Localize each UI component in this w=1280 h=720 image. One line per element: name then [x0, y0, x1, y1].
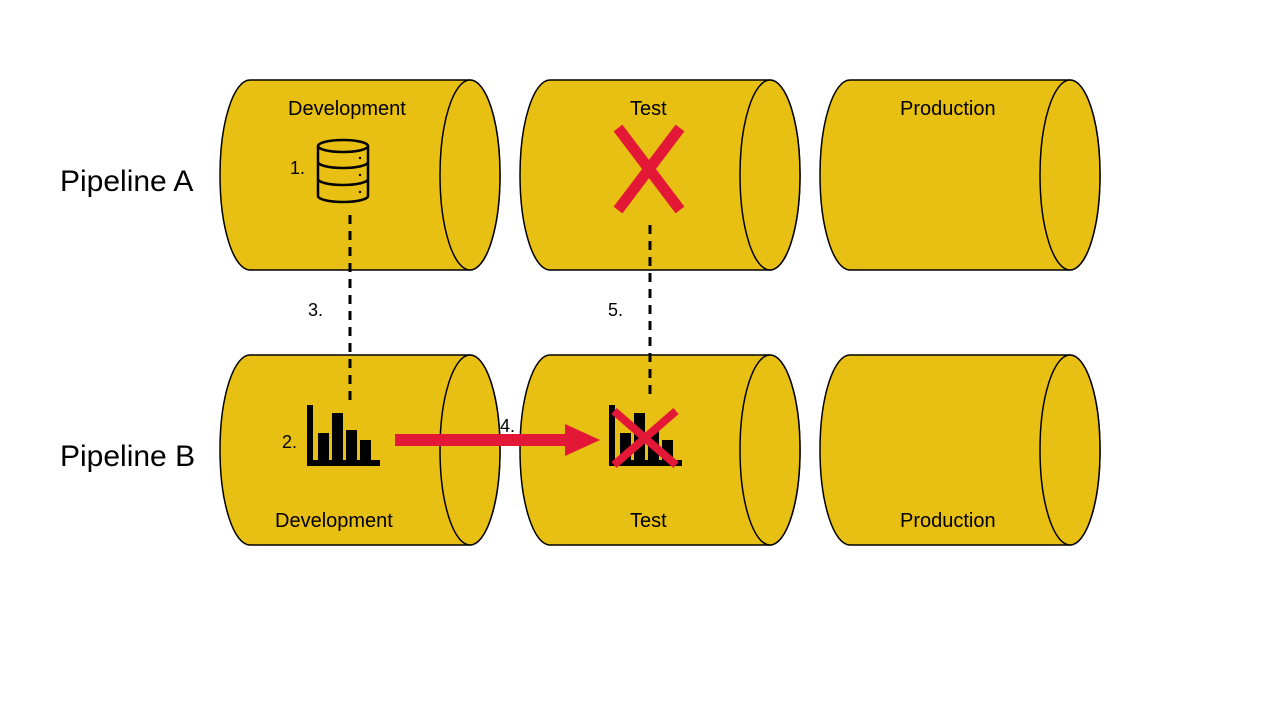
pipeline-diagram: Pipeline A Pipeline B Development Test P… [0, 0, 1280, 720]
step-2-label: 2. [282, 432, 297, 453]
stage-b-test-label: Test [630, 510, 667, 533]
pipeline-a-label: Pipeline A [60, 165, 193, 199]
stage-a-prod-label: Production [900, 98, 996, 121]
stage-a-dev-label: Development [288, 98, 406, 121]
step-4-label: 4. [500, 416, 515, 437]
pipeline-b-label: Pipeline B [60, 440, 195, 474]
stage-a-test-label: Test [630, 98, 667, 121]
step-5-label: 5. [608, 300, 623, 321]
stage-b-prod-label: Production [900, 510, 996, 533]
step-3-label: 3. [308, 300, 323, 321]
stage-b-dev-label: Development [275, 510, 393, 533]
step-1-label: 1. [290, 158, 305, 179]
